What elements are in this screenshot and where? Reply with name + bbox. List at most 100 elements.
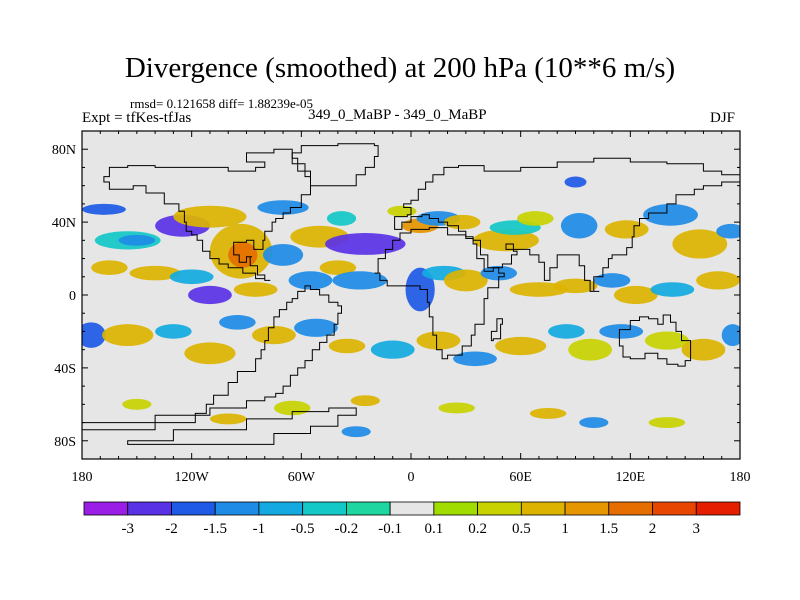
field-blob <box>82 322 106 348</box>
field-blob <box>416 331 461 350</box>
colorbar-label: -1 <box>253 521 266 537</box>
colorbar-label: -2 <box>165 521 178 537</box>
field-blob <box>568 338 613 361</box>
coastline <box>103 148 311 281</box>
colorbar-swatch <box>433 501 479 516</box>
field-blob <box>102 324 154 347</box>
colorbar-label: 3 <box>693 521 701 537</box>
colorbar-label: -0.5 <box>291 521 315 537</box>
coastline <box>82 285 342 438</box>
field-blob <box>509 282 569 297</box>
field-blob <box>332 271 388 290</box>
colorbar-swatch <box>608 501 653 516</box>
coastline <box>618 314 692 367</box>
field-blob <box>129 265 181 281</box>
field-blob <box>350 395 380 407</box>
field-blob <box>443 269 488 292</box>
x-tick-label: 120E <box>616 470 646 485</box>
colorbar-label: 1.5 <box>599 521 618 537</box>
coastline <box>490 318 503 342</box>
season-label: DJF <box>710 110 736 126</box>
runs-subtitle: 349_0_MaBP - 349_0_MaBP <box>308 107 487 123</box>
field-blob <box>257 200 309 215</box>
field-blob <box>548 324 585 339</box>
y-tick-label: 40S <box>54 362 76 377</box>
field-blob <box>251 325 296 345</box>
field-blob <box>387 205 417 217</box>
colorbar: -3 -2 -1.5 -1 -0.5 -0.2 -0.1 0.1 0.2 0.5 1 1.5 2 3 <box>83 501 741 537</box>
field-blob <box>529 407 567 419</box>
y-tick-label: 80S <box>54 435 76 450</box>
x-tick-label: 0 <box>408 470 415 485</box>
field-blob <box>228 242 258 268</box>
field-blob <box>91 260 128 275</box>
field-blob <box>326 211 357 226</box>
y-tick-label: 40N <box>52 216 76 231</box>
field-blob <box>553 278 598 294</box>
field-blob <box>716 223 740 239</box>
field-blob <box>370 340 415 359</box>
field-blob <box>696 271 740 290</box>
field-blob <box>443 214 481 230</box>
field-blob <box>341 426 371 438</box>
field-blob <box>209 413 247 425</box>
colorbar-label: -3 <box>121 521 134 537</box>
field-blob <box>188 285 232 305</box>
field-blob <box>288 271 333 290</box>
field-blob <box>325 233 406 255</box>
field-blob <box>169 269 214 285</box>
field-blob <box>233 282 278 297</box>
colorbar-swatch <box>520 501 566 516</box>
field-blob <box>495 336 547 356</box>
coastline-layer <box>82 143 740 445</box>
colorbar-swatch <box>564 501 610 516</box>
field-blob <box>453 351 497 367</box>
x-tick-label: 120W <box>175 470 210 485</box>
colorbar-swatch <box>477 501 522 516</box>
field-blob <box>721 324 740 347</box>
field-blob <box>643 203 698 226</box>
field-blob <box>650 282 695 297</box>
field-blob <box>118 234 156 246</box>
field-blob <box>438 402 475 414</box>
field-blob <box>82 203 126 215</box>
colorbar-label: 0.2 <box>468 521 487 537</box>
x-tick-label: 60E <box>509 470 532 485</box>
field-blob <box>613 285 658 305</box>
field-blob <box>184 342 236 365</box>
field-blob <box>579 417 609 429</box>
field-blob <box>219 315 256 330</box>
field-blob <box>560 213 598 239</box>
coastline <box>291 143 379 187</box>
field-blob <box>648 417 686 429</box>
field-blob <box>173 205 247 228</box>
field-blob <box>604 220 649 239</box>
x-tick-label: 60W <box>288 470 316 485</box>
colorbar-swatch <box>214 501 260 516</box>
field-blob <box>328 338 366 354</box>
y-tick-label: 0 <box>69 289 76 304</box>
coastline <box>394 157 740 292</box>
colorbar-label: 1 <box>561 521 569 537</box>
y-tick-label: 80N <box>52 143 76 158</box>
field-blob <box>155 324 192 339</box>
colorbar-label: 2 <box>649 521 657 537</box>
field-blob <box>593 273 631 288</box>
experiment-label: Expt = tfKes-tfJas <box>82 110 192 126</box>
colorbar-swatch <box>652 501 697 516</box>
field-blob <box>262 243 304 266</box>
colorbar-label: 0.5 <box>512 521 531 537</box>
chart-title: Divergence (smoothed) at 200 hPa (10**6 … <box>124 52 676 84</box>
field-blob <box>473 229 539 252</box>
x-tick-label: 180 <box>72 470 93 485</box>
colorbar-label: -1.5 <box>203 521 227 537</box>
field-blob <box>599 324 644 339</box>
coastline <box>127 407 357 445</box>
colorbar-swatch <box>302 501 347 516</box>
colorbar-swatch <box>83 501 129 516</box>
stats-label: rmsd= 0.121658 diff= 1.88239e-05 <box>130 96 314 111</box>
colorbar-swatch <box>171 501 216 516</box>
colorbar-label: 0.1 <box>424 521 443 537</box>
field-blob <box>672 229 728 259</box>
